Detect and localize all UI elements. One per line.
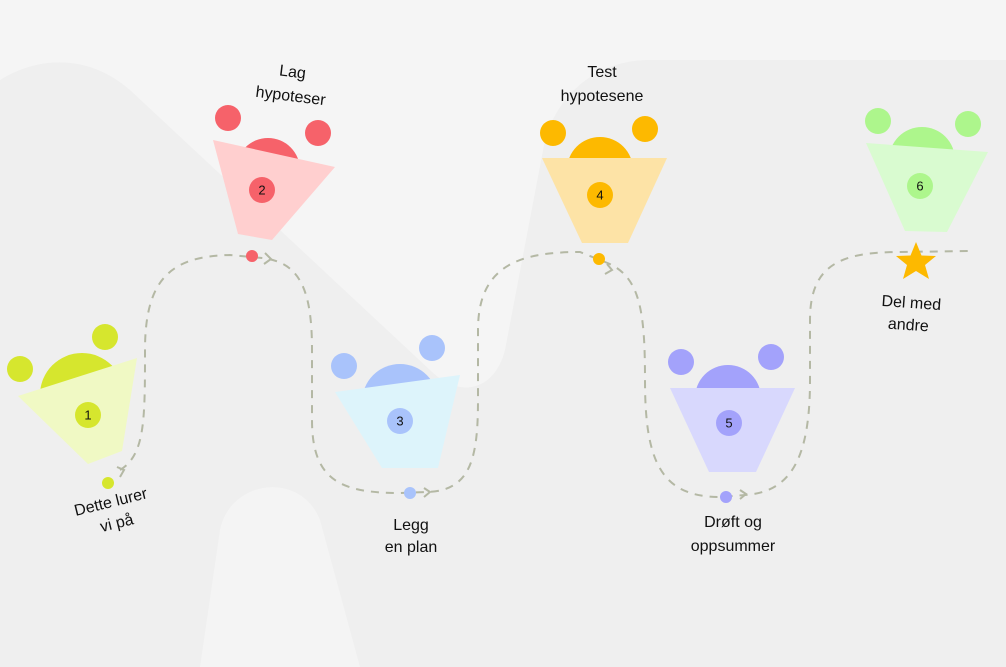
arrow-icons <box>116 252 748 500</box>
step-label: Test <box>587 64 617 81</box>
decor-circle <box>7 356 33 382</box>
step-label: hypotesene <box>561 88 644 105</box>
step-number-badge <box>587 182 613 208</box>
step-number: 2 <box>258 183 265 198</box>
decor-circle <box>758 344 784 370</box>
decor-circle <box>632 116 658 142</box>
step-dot <box>593 253 605 265</box>
step-number-badge <box>249 177 275 203</box>
step-label: Del med <box>881 293 942 314</box>
step-number: 3 <box>396 414 403 429</box>
step-number-badge <box>75 402 101 428</box>
step-label: Legg <box>393 517 429 534</box>
decor-circle <box>92 324 118 350</box>
step-number: 4 <box>596 188 603 203</box>
step-3: 3 Legg en plan <box>331 335 460 556</box>
decor-circle <box>331 353 357 379</box>
step-label: andre <box>887 316 929 336</box>
decor-circle <box>668 349 694 375</box>
decor-circle <box>419 335 445 361</box>
step-dot <box>102 477 114 489</box>
step-dot <box>404 487 416 499</box>
step-number: 5 <box>725 416 732 431</box>
decor-circle <box>865 108 891 134</box>
star-icon <box>896 242 936 279</box>
step-number-badge <box>907 173 933 199</box>
step-label: Lag <box>278 62 307 82</box>
step-label: Drøft og <box>704 514 762 531</box>
journey-path <box>119 250 973 499</box>
step-number-badge <box>387 408 413 434</box>
step-5: 5 Drøft og oppsummer <box>668 344 795 555</box>
decor-circle <box>540 120 566 146</box>
step-dot <box>720 491 732 503</box>
step-number: 6 <box>916 179 923 194</box>
step-dot <box>246 250 258 262</box>
step-4: 4 Test hypotesene <box>540 64 667 265</box>
decor-circle <box>305 120 331 146</box>
decor-circle <box>955 111 981 137</box>
step-label: en plan <box>385 539 438 556</box>
step-number-badge <box>716 410 742 436</box>
step-number: 1 <box>84 408 91 423</box>
step-label: vi på <box>98 510 135 536</box>
step-label: oppsummer <box>691 538 776 555</box>
step-label: Dette lurer <box>73 485 150 520</box>
decor-circle <box>215 105 241 131</box>
